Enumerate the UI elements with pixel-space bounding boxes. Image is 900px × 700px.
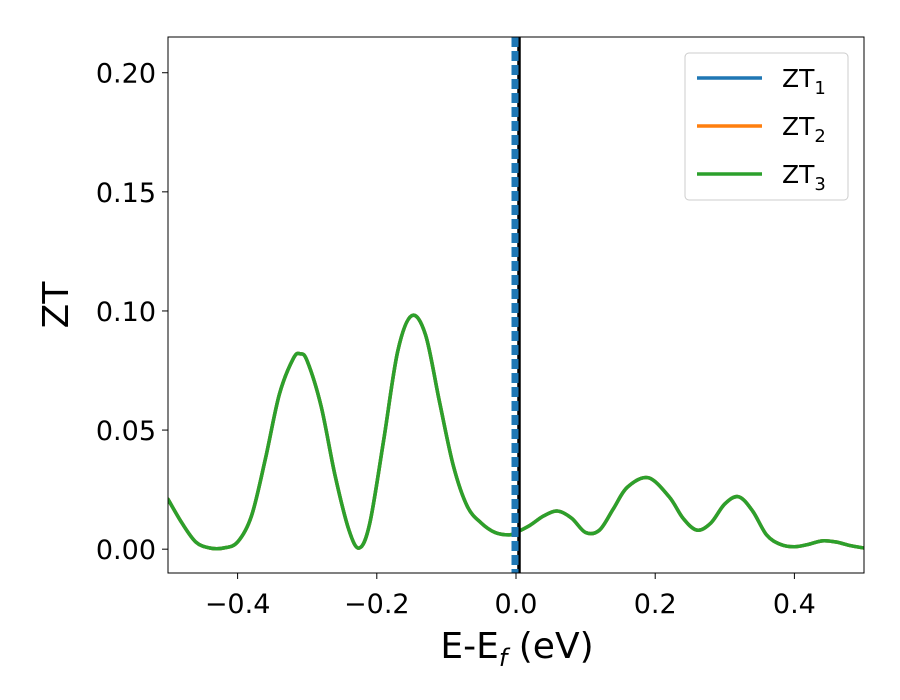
legend: ZT1 ZT2 ZT3 — [684, 52, 849, 201]
x-axis-label-main: E-E — [440, 626, 498, 667]
y-axis-label: ZT — [36, 281, 77, 329]
legend-box — [684, 52, 849, 201]
x-axis: −0.4 −0.2 0.0 0.2 0.4 — [205, 573, 816, 620]
x-tick-label: −0.4 — [205, 589, 271, 620]
x-tick-label: −0.2 — [344, 589, 410, 620]
legend-label-zt3: ZT3 — [782, 160, 826, 195]
series-line-zt3 — [168, 313, 864, 551]
x-axis-label: E-Ef (eV) — [440, 626, 593, 672]
x-tick-label: 0.4 — [773, 589, 816, 620]
y-tick-label: 0.05 — [96, 416, 156, 447]
y-tick-label: 0.10 — [96, 297, 156, 328]
y-axis: 0.00 0.05 0.10 0.15 0.20 — [96, 59, 168, 566]
fermi-level-lines — [511, 37, 521, 573]
y-tick-label: 0.00 — [96, 535, 156, 566]
x-tick-label: 0.2 — [634, 589, 677, 620]
legend-label-zt2: ZT2 — [782, 112, 826, 147]
legend-label-zt1: ZT1 — [782, 64, 826, 99]
y-tick-label: 0.20 — [96, 59, 156, 90]
y-tick-label: 0.15 — [96, 178, 156, 209]
series-layer — [168, 313, 864, 551]
x-tick-label: 0.0 — [495, 589, 538, 620]
x-axis-label-unit: (eV) — [507, 626, 593, 667]
